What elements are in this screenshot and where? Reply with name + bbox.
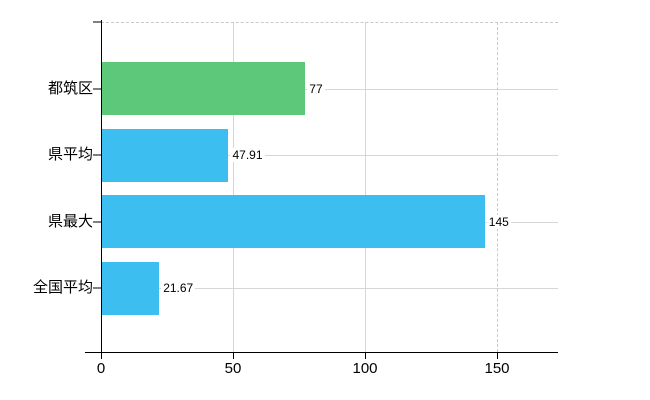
x-axis-tick-label: 100 — [352, 360, 378, 377]
category-label: 都筑区 — [47, 79, 93, 97]
x-axis-tick-label: 150 — [484, 360, 510, 377]
value-gridline-dashed — [497, 22, 498, 352]
value-label: 77 — [307, 81, 325, 96]
x-axis-tick — [497, 352, 498, 359]
value-gridline — [365, 22, 366, 352]
category-label: 県最大 — [47, 212, 93, 230]
y-axis-top-tick — [93, 21, 101, 23]
y-axis-line — [101, 20, 102, 352]
x-axis-tick — [233, 352, 234, 359]
category-label: 全国平均 — [32, 279, 93, 296]
y-axis-tick — [93, 154, 101, 156]
category-center-gridline — [101, 155, 558, 156]
x-axis-line — [85, 352, 558, 353]
bar — [102, 195, 485, 248]
category-center-gridline — [101, 88, 558, 90]
y-axis-tick — [93, 221, 101, 222]
y-axis-tick — [93, 88, 101, 89]
value-label: 145 — [486, 214, 511, 229]
category-center-gridline — [101, 288, 558, 289]
x-axis-tick-label: 0 — [96, 360, 106, 377]
x-axis-tick — [365, 352, 366, 359]
bar — [102, 261, 160, 315]
y-axis-tick — [93, 287, 101, 289]
value-label: 21.67 — [161, 281, 196, 295]
plot-top-border — [101, 22, 558, 23]
bar — [102, 128, 229, 182]
value-gridline — [233, 22, 234, 352]
x-axis-tick — [101, 352, 102, 359]
value-label: 47.91 — [230, 148, 265, 162]
category-label: 県平均 — [47, 146, 93, 163]
x-axis-tick-label: 50 — [224, 360, 242, 377]
bar — [102, 62, 306, 115]
